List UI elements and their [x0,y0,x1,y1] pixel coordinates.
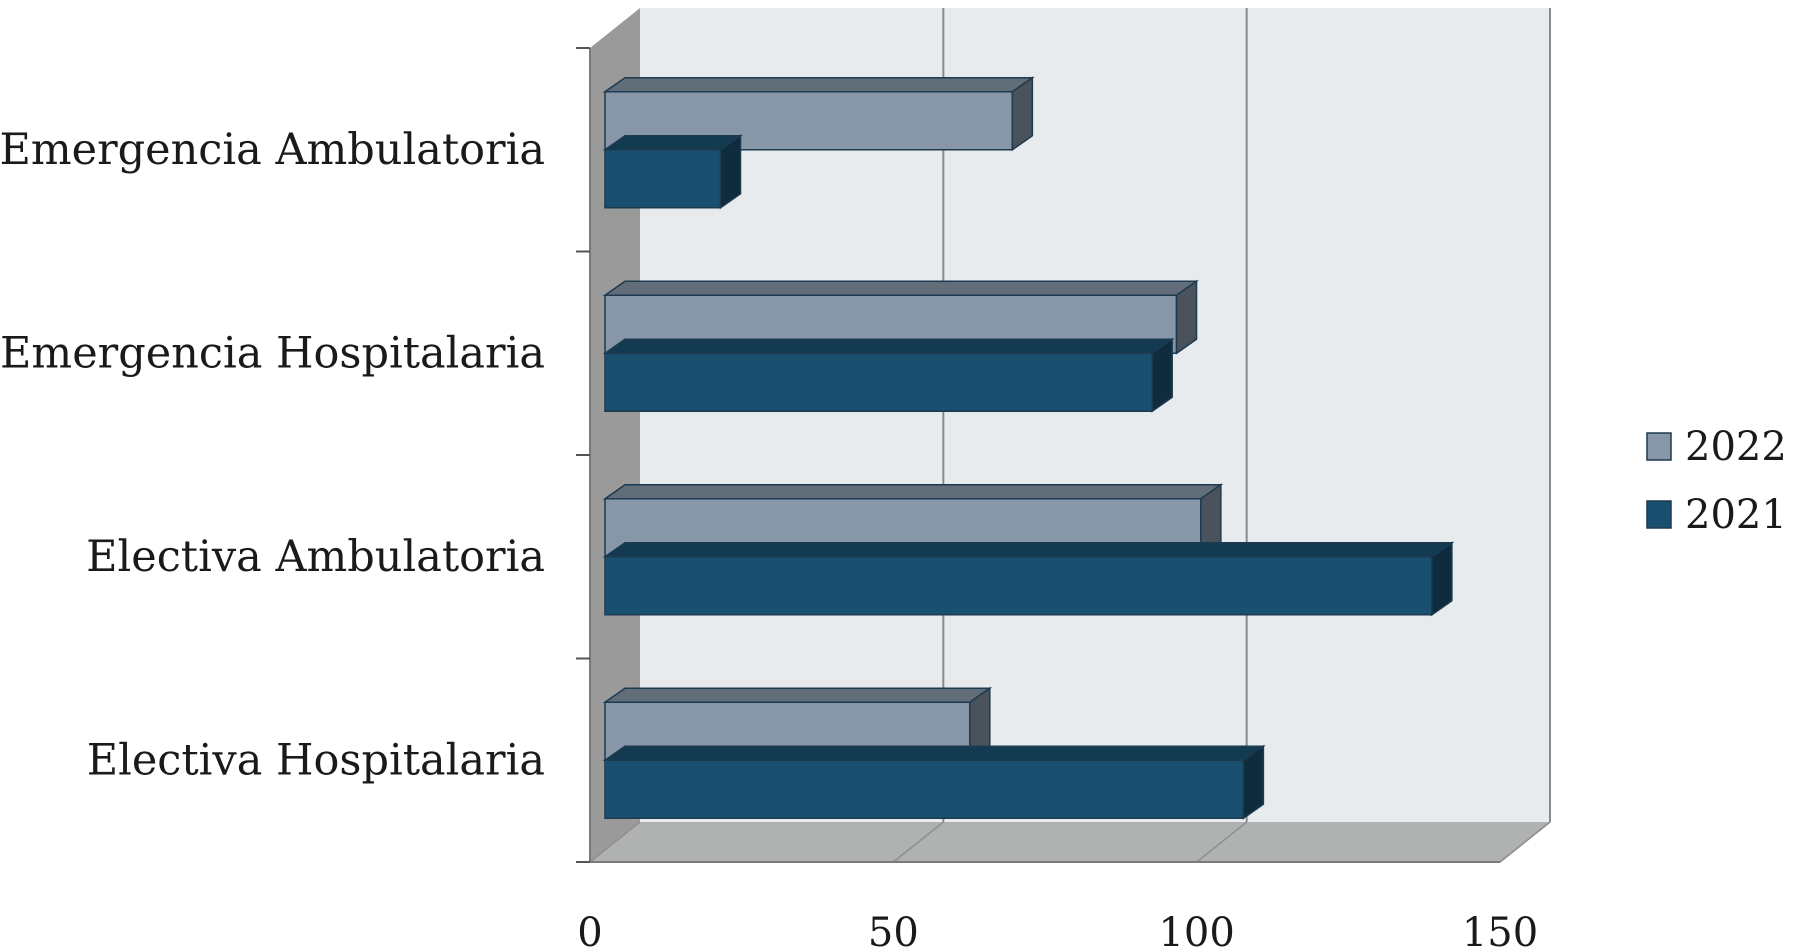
bar-side-face [1151,337,1173,413]
bar-top-face [602,338,1175,354]
legend-swatch-2022 [1646,432,1672,461]
bar-emergencia-hospitalaria-2021 [602,337,1175,413]
bar-side-face [1175,279,1198,355]
bar-front-face [604,352,1153,412]
bar-top-face [602,542,1455,558]
legend: 2022 2021 [1646,424,1787,538]
floor-edge [1499,821,1551,863]
bar-front-face [604,556,1433,616]
left-wall [590,8,640,862]
category-label: Emergencia Ambulatoria [0,125,545,175]
bar-top-face [602,484,1224,500]
legend-swatch-2021 [1646,500,1672,529]
category-axis [576,47,591,863]
floor-gridline [892,821,944,863]
legend-label-2022: 2022 [1685,424,1787,470]
bar-emergencia-ambulatoria-2022 [602,76,1035,152]
bar-side-face [1011,76,1034,152]
legend-label-2021: 2021 [1685,492,1787,538]
bar-emergencia-ambulatoria-2021 [602,134,743,210]
bar-electiva-hospitalaria-2021 [602,744,1266,820]
bars [602,76,1455,820]
back-wall [640,8,1550,822]
x-tick-label: 150 [1462,910,1538,951]
bar-side-face [1431,541,1453,617]
x-tick-label: 50 [868,910,919,951]
x-tick-label: 100 [1158,910,1234,951]
floor [590,822,1550,862]
floor-gridline [1196,821,1248,863]
category-label: Electiva Ambulatoria [86,532,545,582]
x-tick-label: 0 [577,910,602,951]
bar-top-face [602,77,1035,93]
bar-top-face [602,687,993,703]
bar-front-face [604,149,722,209]
category-labels: Electiva Hospitalaria Electiva Ambulatori… [0,125,545,786]
category-label: Emergencia Hospitalaria [0,328,545,378]
bar-top-face [602,745,1266,761]
bar-electiva-ambulatoria-2021 [602,541,1455,617]
bar-top-face [602,280,1199,296]
bar-side-face [1242,744,1265,820]
x-tick-labels: 0 50 100 150 [577,910,1538,951]
floor-gridline [589,821,641,863]
bar-front-face [604,759,1245,819]
bar-top-face [602,135,743,151]
category-label: Electiva Hospitalaria [87,735,545,785]
bar-side-face [719,134,742,210]
